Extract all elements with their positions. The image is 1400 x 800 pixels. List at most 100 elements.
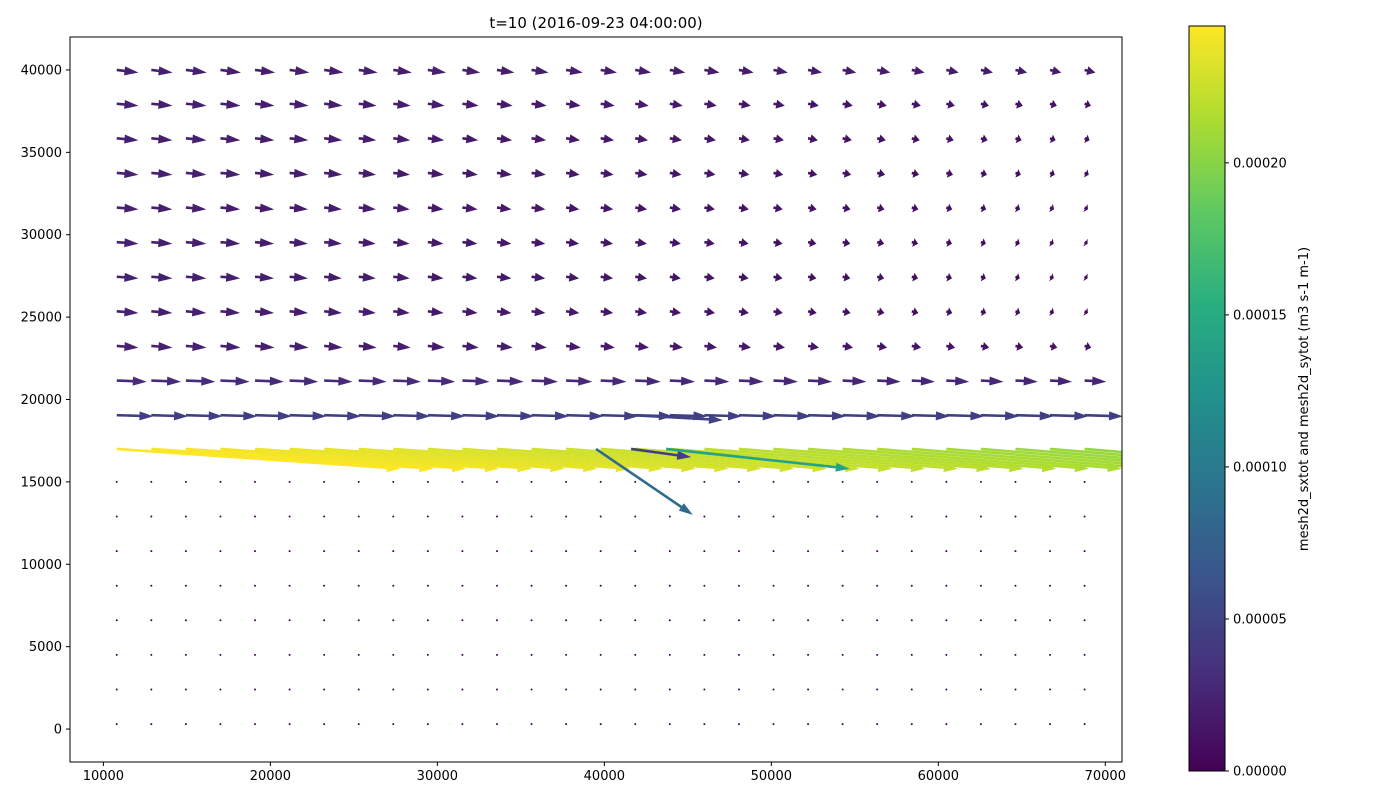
quiver-arrow [462, 411, 500, 421]
quiver-dot [357, 584, 360, 587]
quiver-dot [1014, 619, 1017, 622]
quiver-dot [530, 619, 533, 622]
quiver-arrow [531, 307, 546, 317]
quiver-arrow [669, 134, 682, 144]
quiver-dot [737, 688, 740, 691]
quiver-arrow [1015, 169, 1021, 178]
quiver-dot [565, 619, 568, 622]
quiver-arrow [807, 168, 818, 178]
quiver-dot [1049, 550, 1052, 553]
quiver-dot [634, 653, 637, 656]
quiver-arrow [704, 307, 715, 317]
quiver-dot [945, 653, 948, 656]
quiver-arrow [151, 99, 173, 109]
quiver-dot [565, 515, 568, 518]
quiver-dot [876, 723, 879, 726]
quiver-arrow [496, 272, 512, 282]
quiver-dot [979, 619, 982, 622]
quiver-arrow [116, 134, 139, 144]
quiver-dot [1083, 480, 1086, 483]
quiver-arrow [877, 447, 1122, 473]
quiver-arrow [1049, 447, 1122, 457]
quiver-arrow [393, 307, 410, 317]
quiver-dot [357, 515, 360, 518]
quiver-arrow [289, 238, 308, 248]
quiver-arrow [358, 411, 396, 421]
quiver-dot [772, 584, 775, 587]
quiver-arrow [566, 376, 593, 386]
quiver-arrow [669, 376, 696, 386]
quiver-dot [841, 723, 844, 726]
quiver-dot [1083, 723, 1086, 726]
quiver-arrow [151, 169, 173, 179]
quiver-dot [1049, 584, 1052, 587]
quiver-arrow [980, 169, 987, 178]
quiver-dot [115, 688, 118, 691]
quiver-dot [1049, 515, 1052, 518]
quiver-dot [979, 550, 982, 553]
quiver-dot [150, 619, 153, 622]
quiver-dot [461, 723, 464, 726]
quiver-arrow [600, 168, 614, 178]
quiver-arrow [496, 341, 513, 351]
quiver-arrow [773, 411, 812, 421]
quiver-arrow [254, 272, 275, 282]
quiver-arrow [1084, 376, 1107, 386]
quiver-arrow [323, 66, 344, 76]
quiver-arrow [220, 341, 241, 351]
quiver-arrow [635, 341, 649, 351]
quiver-dot [1049, 619, 1052, 622]
quiver-dot [945, 550, 948, 553]
quiver-dot [392, 480, 395, 483]
quiver-dot [876, 550, 879, 553]
quiver-dot [530, 688, 533, 691]
quiver-arrow [1049, 66, 1062, 75]
quiver-arrow [116, 342, 139, 352]
quiver-dot [184, 480, 187, 483]
quiver-arrow [393, 168, 410, 178]
quiver-arrow [565, 272, 580, 282]
quiver-arrow [876, 341, 888, 351]
y-tick-label: 35000 [21, 146, 62, 161]
quiver-dot [807, 584, 810, 587]
quiver-arrow [842, 341, 854, 351]
quiver-arrow [116, 307, 139, 317]
quiver-arrow [531, 272, 546, 282]
quiver-dot [565, 550, 568, 553]
quiver-dot [1014, 653, 1017, 656]
quiver-arrow [462, 134, 479, 144]
quiver-dot [184, 688, 187, 691]
quiver-arrow [980, 307, 987, 317]
quiver-arrow [220, 66, 241, 76]
quiver-arrow [911, 376, 935, 386]
quiver-dot [772, 619, 775, 622]
quiver-arrow [185, 342, 207, 351]
quiver-arrow [946, 411, 985, 421]
quiver-dot [115, 723, 118, 726]
quiver-dot [565, 723, 568, 726]
quiver-arrow [842, 134, 852, 144]
quiver-arrow [220, 307, 241, 317]
quiver-arrow [185, 272, 207, 282]
quiver-arrow [220, 411, 258, 421]
quiver-arrow [358, 168, 377, 178]
quiver-arrow [116, 238, 139, 248]
quiver-arrow [946, 99, 955, 109]
quiver-arrow [911, 203, 919, 213]
quiver-arrow [1015, 66, 1028, 75]
quiver-dot [288, 619, 291, 622]
quiver-arrow [738, 99, 751, 109]
quiver-arrow [566, 447, 827, 473]
quiver-arrow [151, 203, 173, 213]
quiver-dot [703, 688, 706, 691]
quiver-dot [876, 584, 879, 587]
quiver-dot [876, 619, 879, 622]
x-tick-label: 10000 [83, 769, 124, 784]
quiver-dot [703, 653, 706, 656]
quiver-arrow [669, 168, 682, 178]
quiver-arrow [876, 238, 885, 247]
quiver-arrow [704, 447, 958, 473]
quiver-arrow [116, 99, 139, 109]
quiver-arrow [185, 134, 207, 144]
